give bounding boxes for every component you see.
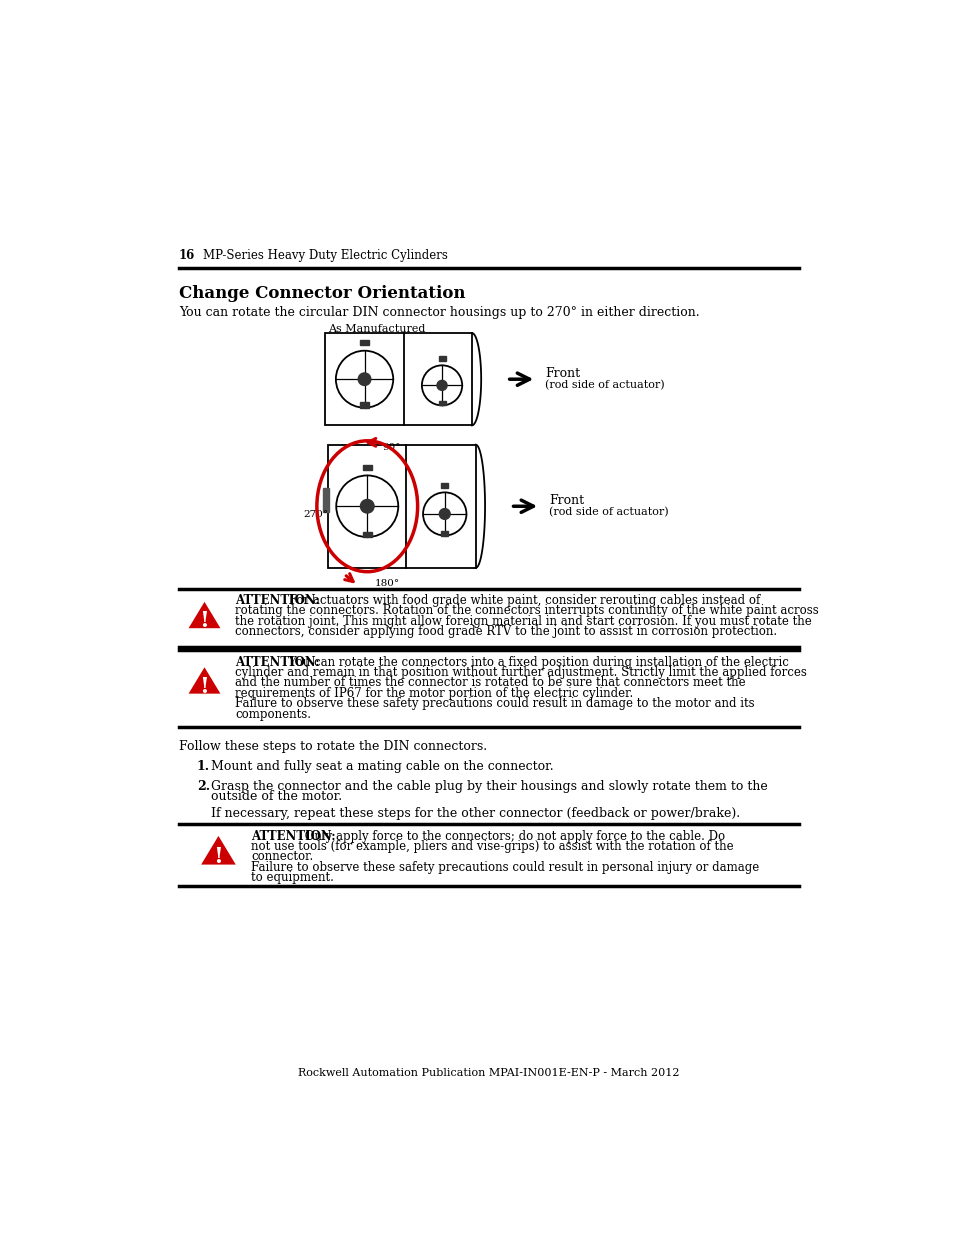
- Text: rotating the connectors. Rotation of the connectors interrupts continuity of the: rotating the connectors. Rotation of the…: [235, 604, 819, 618]
- Text: As Manufactured: As Manufactured: [328, 324, 425, 333]
- Text: 180°: 180°: [375, 579, 399, 588]
- Circle shape: [439, 509, 450, 520]
- Text: connectors, consider applying food grade RTV to the joint to assist in corrosion: connectors, consider applying food grade…: [235, 625, 777, 638]
- Text: Change Connector Orientation: Change Connector Orientation: [179, 285, 465, 303]
- Circle shape: [436, 380, 447, 390]
- Text: Front: Front: [549, 494, 584, 506]
- Bar: [438, 356, 445, 361]
- Text: 1.: 1.: [196, 761, 210, 773]
- Circle shape: [358, 373, 371, 385]
- Text: connector.: connector.: [251, 851, 313, 863]
- Text: outside of the motor.: outside of the motor.: [211, 790, 341, 804]
- Text: and the number of times the connector is rotated to be sure that connectors meet: and the number of times the connector is…: [235, 677, 745, 689]
- Text: Grasp the connector and the cable plug by their housings and slowly rotate them : Grasp the connector and the cable plug b…: [211, 779, 766, 793]
- Text: 16: 16: [179, 249, 195, 262]
- Bar: [438, 401, 445, 405]
- Text: Follow these steps to rotate the DIN connectors.: Follow these steps to rotate the DIN con…: [179, 740, 487, 752]
- Text: 90°: 90°: [382, 443, 401, 452]
- Text: Front: Front: [545, 367, 580, 379]
- Text: requirements of IP67 for the motor portion of the electric cylinder.: requirements of IP67 for the motor porti…: [235, 687, 633, 700]
- Bar: [359, 340, 369, 346]
- Text: !: !: [199, 676, 210, 698]
- Bar: [328, 445, 476, 568]
- Text: ATTENTION:: ATTENTION:: [251, 830, 335, 842]
- Text: If necessary, repeat these steps for the other connector (feedback or power/brak: If necessary, repeat these steps for the…: [211, 808, 739, 820]
- Text: ATTENTION:: ATTENTION:: [235, 656, 320, 668]
- Bar: [323, 500, 328, 513]
- Text: (rod side of actuator): (rod side of actuator): [545, 380, 664, 390]
- Text: !: !: [213, 846, 223, 868]
- Text: For actuators with food grade white paint, consider rerouting cables instead of: For actuators with food grade white pain…: [285, 594, 760, 608]
- Circle shape: [360, 499, 374, 513]
- Polygon shape: [186, 664, 222, 695]
- Text: Mount and fully seat a mating cable on the connector.: Mount and fully seat a mating cable on t…: [211, 761, 553, 773]
- Bar: [362, 464, 372, 471]
- Text: not use tools (for example, pliers and vise-grips) to assist with the rotation o: not use tools (for example, pliers and v…: [251, 840, 733, 853]
- Text: You can rotate the connectors into a fixed position during installation of the e: You can rotate the connectors into a fix…: [285, 656, 788, 668]
- Text: Only apply force to the connectors; do not apply force to the cable. Do: Only apply force to the connectors; do n…: [300, 830, 724, 842]
- Text: Failure to observe these safety precautions could result in personal injury or d: Failure to observe these safety precauti…: [251, 861, 759, 874]
- Text: 2.: 2.: [196, 779, 210, 793]
- Bar: [441, 483, 448, 488]
- Bar: [359, 403, 369, 408]
- Text: Failure to observe these safety precautions could result in damage to the motor : Failure to observe these safety precauti…: [235, 698, 755, 710]
- Bar: [441, 531, 448, 536]
- Polygon shape: [199, 834, 237, 866]
- Bar: [362, 531, 372, 537]
- Text: (rod side of actuator): (rod side of actuator): [549, 508, 668, 517]
- Polygon shape: [186, 599, 222, 630]
- Text: Rockwell Automation Publication MPAI-IN001E-EN-P - March 2012: Rockwell Automation Publication MPAI-IN0…: [298, 1068, 679, 1078]
- Text: cylinder and remain in that position without further adjustment. Strictly limit : cylinder and remain in that position wit…: [235, 666, 806, 679]
- Text: 270°: 270°: [303, 510, 329, 519]
- Text: to equipment.: to equipment.: [251, 871, 334, 884]
- Text: ATTENTION:: ATTENTION:: [235, 594, 320, 608]
- Bar: [324, 333, 472, 425]
- Text: !: !: [199, 610, 210, 632]
- Text: the rotation joint. This might allow foreign material in and start corrosion. If: the rotation joint. This might allow for…: [235, 615, 811, 627]
- Text: MP-Series Heavy Duty Electric Cylinders: MP-Series Heavy Duty Electric Cylinders: [203, 249, 447, 262]
- Text: You can rotate the circular DIN connector housings up to 270° in either directio: You can rotate the circular DIN connecto…: [179, 306, 699, 319]
- Text: components.: components.: [235, 708, 312, 720]
- Bar: [323, 488, 328, 500]
